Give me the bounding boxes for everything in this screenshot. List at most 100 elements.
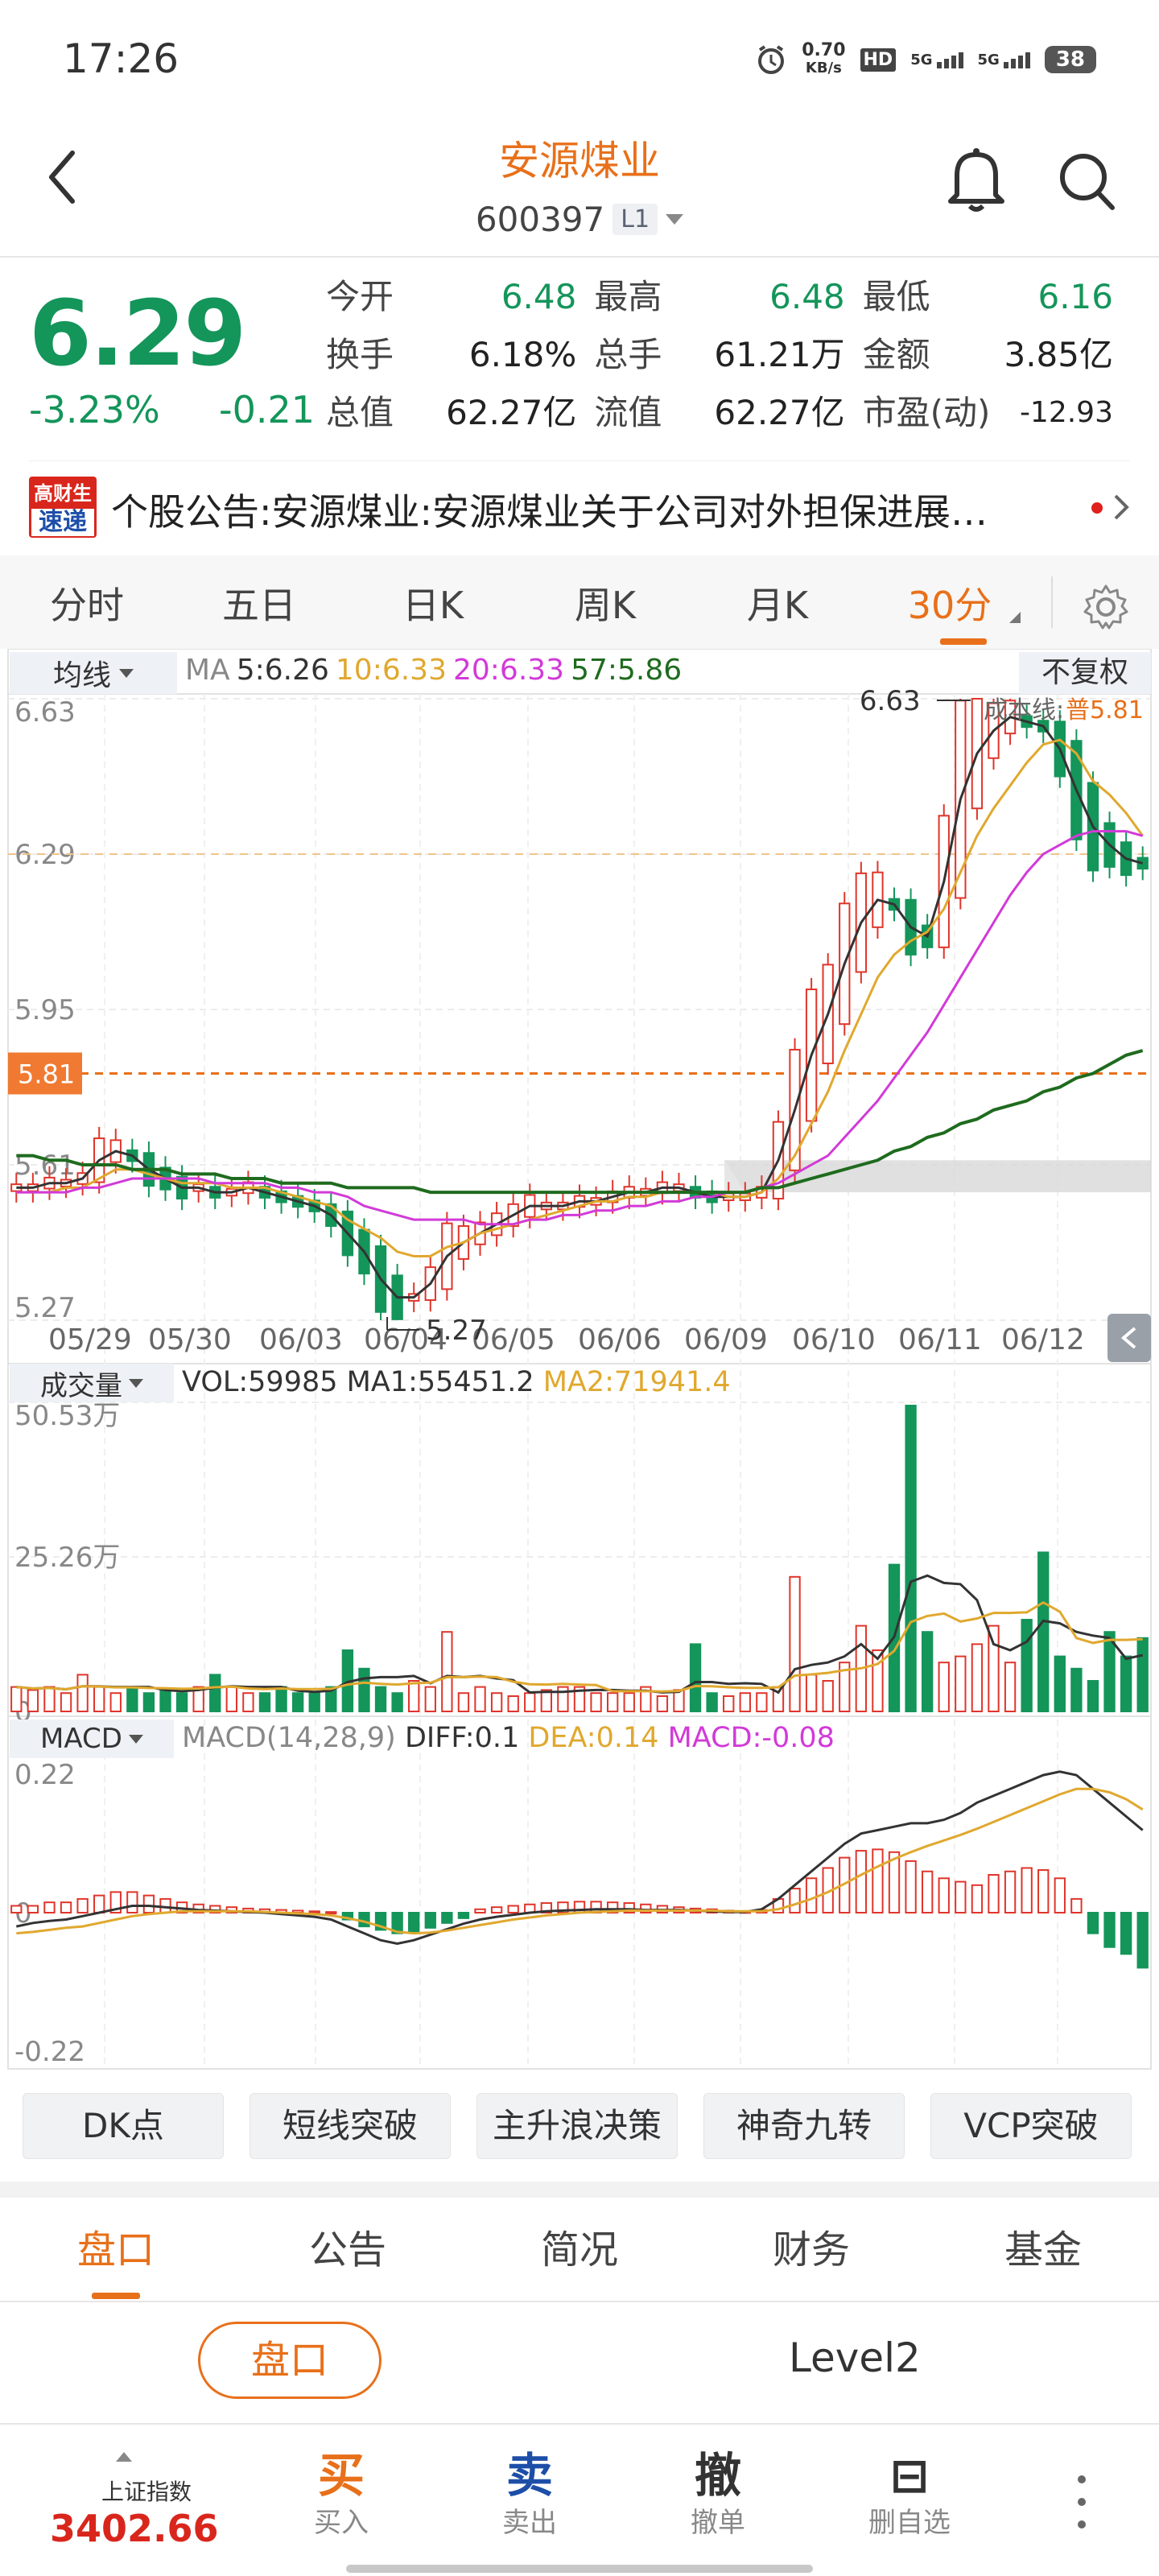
macd-bar [1136, 1912, 1149, 1969]
chevron-down-icon [666, 214, 684, 225]
macd-bar [76, 1897, 89, 1913]
y-tick-label: 50.53万 [14, 1400, 120, 1432]
chevron-right-icon[interactable] [1112, 493, 1130, 522]
action-label: 买入 [314, 2507, 369, 2539]
macd-bar [408, 1912, 420, 1933]
index-name[interactable]: 上证指数 [101, 2479, 192, 2505]
volume-bar [1120, 1655, 1132, 1712]
volume-bar [358, 1667, 370, 1712]
news-ticker[interactable]: 个股公告:安源煤业:安源煤业关于公司对外担保进展… [111, 490, 988, 534]
x-tick-label: 06/11 [898, 1323, 982, 1356]
status-time: 17:26 [63, 35, 179, 82]
level2-subtab[interactable]: Level2 [789, 2334, 921, 2381]
search-icon[interactable] [1054, 145, 1119, 214]
bottom-tab-indicator [92, 2293, 140, 2299]
strategy-button[interactable]: 神奇九转 [703, 2093, 905, 2159]
bottom-tab[interactable]: 基金 [1004, 2227, 1082, 2273]
news-logo: 高财生 速递 [29, 477, 97, 538]
more-icon[interactable] [1074, 2470, 1090, 2534]
y-tick-label: 5.95 [14, 994, 76, 1026]
quote-field: 市盈(动) -12.93 [863, 390, 1131, 436]
strategy-button[interactable]: DK点 [23, 2093, 224, 2159]
macd-bar [872, 1848, 884, 1914]
pankou-subtab[interactable]: 盘口 [198, 2322, 382, 2399]
macd-bar [126, 1891, 138, 1914]
x-tick-label: 06/04 [364, 1323, 448, 1356]
quote-field: 金额 3.85亿 [863, 332, 1131, 378]
volume-bar [789, 1575, 801, 1712]
volume-bar [905, 1405, 917, 1712]
macd-bar [490, 1906, 503, 1914]
macd-bar [855, 1850, 868, 1914]
volume-bar [258, 1692, 271, 1712]
strategy-button[interactable]: VCP突破 [930, 2093, 1132, 2159]
adjust-mode-button[interactable]: 不复权 [1019, 652, 1151, 694]
period-tab[interactable]: 周K [574, 584, 637, 627]
expand-up-icon[interactable] [116, 2452, 132, 2462]
action-button[interactable]: 买买入 [285, 2447, 398, 2542]
cost-line-value: 普5.81 [1066, 696, 1144, 724]
volume-bar [656, 1695, 669, 1712]
legend-frame [7, 649, 1152, 695]
unread-dot [1091, 502, 1103, 514]
gear-icon[interactable] [1080, 581, 1132, 633]
period-tab[interactable]: 分时 [50, 584, 124, 627]
action-button[interactable]: ⊟ 删自选 [853, 2447, 966, 2542]
volume-bar [275, 1686, 287, 1712]
x-tick-label: 06/10 [792, 1323, 876, 1356]
stock-code-row[interactable]: 600397 L1 [0, 200, 1159, 239]
quote-field-label: 换手 [326, 335, 394, 374]
ma-line [16, 830, 1144, 1226]
volume-bar [209, 1674, 221, 1712]
x-tick-label: 06/05 [472, 1323, 555, 1356]
bell-icon[interactable] [946, 145, 1007, 214]
macd-line [15, 1770, 1144, 1946]
volume-bar [922, 1631, 934, 1712]
volume-bar [573, 1686, 586, 1712]
index-value[interactable]: 3402.66 [50, 2507, 219, 2550]
quote-field: 今开 6.48 [326, 274, 594, 320]
y-tick-label: 0.22 [14, 1759, 76, 1791]
volume-bar [192, 1686, 204, 1712]
macd-bar [308, 1910, 320, 1914]
macd-bar [888, 1851, 901, 1914]
strategy-button[interactable]: 短线突破 [250, 2093, 451, 2159]
macd-bar [424, 1912, 436, 1929]
action-button[interactable]: 卖卖出 [473, 2447, 586, 2542]
x-tick-label: 06/12 [1001, 1323, 1085, 1356]
macd-bar [540, 1902, 553, 1914]
back-icon[interactable] [45, 145, 77, 209]
strategy-button[interactable]: 主升浪决策 [476, 2093, 678, 2159]
cost-distribution-band [724, 1160, 745, 1193]
bottom-tab[interactable]: 简况 [540, 2227, 618, 2273]
bottom-tab[interactable]: 公告 [308, 2227, 386, 2273]
macd-bar [1054, 1877, 1066, 1913]
bottom-action-bar [0, 2423, 1159, 2576]
macd-selector-button[interactable]: MACD [10, 1719, 174, 1758]
signal-icon-1: 5G [910, 52, 963, 68]
bottom-tab[interactable]: 盘口 [76, 2227, 155, 2273]
period-tab[interactable]: 月K [746, 584, 809, 627]
period-dropdown-caret[interactable] [1009, 612, 1021, 623]
macd-bar [474, 1908, 486, 1914]
volume-bar [27, 1689, 39, 1713]
bottom-tab[interactable]: 财务 [772, 2227, 850, 2273]
quote-field-label: 总值 [326, 393, 394, 432]
x-tick-label: 06/03 [259, 1323, 343, 1356]
macd-bar [971, 1884, 984, 1914]
macd-bar [1087, 1912, 1099, 1934]
period-tab[interactable]: 日K [402, 584, 464, 627]
action-button[interactable]: 撤撤单 [662, 2447, 774, 2542]
volume-bar [623, 1692, 635, 1712]
volume-bar [10, 1686, 23, 1712]
period-tab[interactable]: 30分 [907, 584, 992, 627]
quote-field: 总手 61.21万 [594, 332, 862, 378]
volume-bar [441, 1631, 453, 1712]
ma-selector-button[interactable]: 均线 [10, 652, 177, 694]
macd-bar [1070, 1897, 1083, 1913]
volume-bar [408, 1680, 420, 1713]
volume-selector-button[interactable]: 成交量 [10, 1364, 174, 1402]
macd-bar [988, 1874, 1000, 1913]
period-tab[interactable]: 五日 [222, 584, 296, 627]
